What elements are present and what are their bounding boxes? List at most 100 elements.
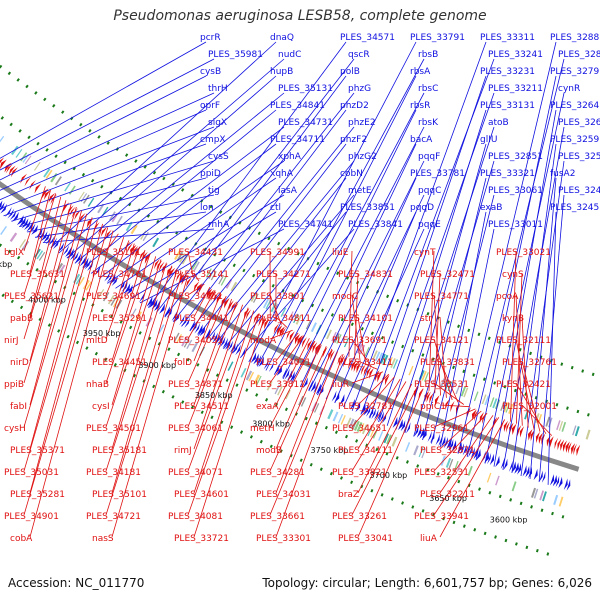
reverse-gene-leader <box>515 382 547 434</box>
reverse-gene-label: PLES_34181 <box>86 468 141 478</box>
cog-category-block <box>24 155 32 165</box>
reverse-gene-label: PLES_34501 <box>86 424 141 434</box>
forward-gene-arrow <box>16 215 24 226</box>
reverse-gene-arrow <box>62 202 70 213</box>
forward-gene-label: rbsC <box>418 84 438 94</box>
cog-category-block <box>116 215 123 226</box>
cog-category-block <box>130 308 137 318</box>
forward-gene-arrow <box>255 354 262 366</box>
forward-gene-arrow <box>31 224 38 235</box>
reverse-gene-arrow <box>20 173 28 184</box>
cog-category-block <box>534 413 540 424</box>
cog-category-block <box>85 281 92 291</box>
forward-gene-label: PLES_33241 <box>488 50 543 60</box>
cog-category-block <box>345 417 352 428</box>
forward-gene-label: pqqC <box>418 186 441 196</box>
reverse-gene-leader <box>275 343 321 450</box>
reverse-gene-leader <box>29 210 82 406</box>
reverse-gene-label: cynT <box>414 248 436 258</box>
cog-category-block <box>109 211 116 221</box>
cog-category-block <box>340 415 346 425</box>
forward-gene-label: PLES_33231 <box>480 67 535 77</box>
forward-gene-arrow <box>373 409 379 421</box>
reverse-gene-label: liuE <box>332 248 349 258</box>
forward-gene-arrow <box>217 335 223 346</box>
forward-gene-leader <box>115 177 277 289</box>
reverse-gene-label: PLES_34031 <box>256 490 311 500</box>
forward-gene-arrow <box>209 331 216 342</box>
reverse-gene-arrow <box>273 323 280 335</box>
forward-gene-leader <box>58 58 285 254</box>
reverse-gene-leader <box>351 294 361 362</box>
reverse-gene-leader <box>187 290 216 340</box>
forward-gene-arrow <box>268 361 275 373</box>
forward-gene-label: PLES_32591 <box>550 135 600 145</box>
forward-gene-arrow <box>230 341 236 353</box>
cog-category-block <box>361 424 368 435</box>
reverse-gene-label: PLES_34721 <box>86 512 141 522</box>
reverse-gene-leader <box>275 338 310 406</box>
forward-gene-leader <box>386 109 487 426</box>
cog-category-block <box>191 342 199 353</box>
forward-gene-arrow <box>350 398 355 410</box>
forward-gene-leader <box>256 58 425 367</box>
forward-gene-arrow <box>427 430 432 442</box>
reverse-gene-arrow <box>141 251 148 263</box>
forward-gene-label: PLES_32481 <box>558 186 600 196</box>
cog-category-block <box>524 409 530 420</box>
forward-gene-arrow <box>495 455 500 468</box>
cog-category-block <box>359 423 365 433</box>
reverse-gene-label: PLES_33721 <box>174 534 229 544</box>
cog-category-block <box>125 221 133 232</box>
reverse-gene-arrow <box>289 331 295 342</box>
forward-gene-leader <box>231 211 347 354</box>
forward-gene-label: phzE2 <box>348 118 376 128</box>
reverse-gene-leader <box>275 316 288 328</box>
reverse-gene-label: modC <box>332 292 358 302</box>
reverse-gene-arrow <box>347 358 353 370</box>
forward-gene-arrow <box>406 422 411 434</box>
reverse-gene-arrow <box>193 281 200 292</box>
reverse-gene-leader <box>269 329 293 340</box>
reverse-gene-arrow <box>8 165 16 176</box>
reverse-gene-label: PLES_35101 <box>92 490 147 500</box>
forward-gene-arrow <box>481 450 486 463</box>
cog-category-block <box>378 431 384 441</box>
reverse-gene-arrow <box>5 163 13 174</box>
reverse-gene-leader <box>105 259 162 428</box>
reverse-gene-label: PLES_33261 <box>332 512 387 522</box>
forward-gene-leader <box>206 160 355 341</box>
forward-gene-leader <box>0 41 207 159</box>
forward-gene-leader <box>172 92 355 323</box>
cog-category-block <box>356 421 363 433</box>
reverse-gene-leader <box>439 360 459 403</box>
reverse-gene-label: cynS <box>502 270 524 280</box>
cog-category-block <box>230 281 238 292</box>
cog-category-block <box>343 337 350 348</box>
forward-gene-leader <box>413 160 495 437</box>
cog-category-block <box>176 334 183 344</box>
forward-gene-leader <box>223 194 355 350</box>
forward-gene-label: PLES_32811 <box>558 50 600 60</box>
cog-category-block <box>87 197 95 207</box>
forward-gene-arrow <box>438 434 443 447</box>
reverse-gene-label: PLES_34441 <box>174 314 229 324</box>
forward-gene-arrow <box>235 344 241 356</box>
cog-category-block <box>253 374 261 385</box>
forward-gene-arrow <box>48 235 55 246</box>
forward-gene-leader <box>74 92 285 264</box>
cog-category-block <box>511 481 517 492</box>
reverse-gene-leader <box>23 200 67 340</box>
forward-gene-label: ppiD <box>200 169 221 179</box>
cog-category-block <box>390 358 396 368</box>
forward-gene-arrow <box>563 478 568 490</box>
reverse-gene-leader <box>105 271 183 516</box>
kbp-tick-label: 3900 kbp <box>138 361 176 370</box>
reverse-gene-arrow <box>426 391 431 403</box>
reverse-gene-arrow <box>377 371 383 383</box>
cog-category-block <box>158 324 165 334</box>
reverse-gene-leader <box>111 262 167 450</box>
reverse-gene-label: PLES_32871 <box>420 446 475 456</box>
reverse-gene-label: PLES_34111 <box>338 446 393 456</box>
